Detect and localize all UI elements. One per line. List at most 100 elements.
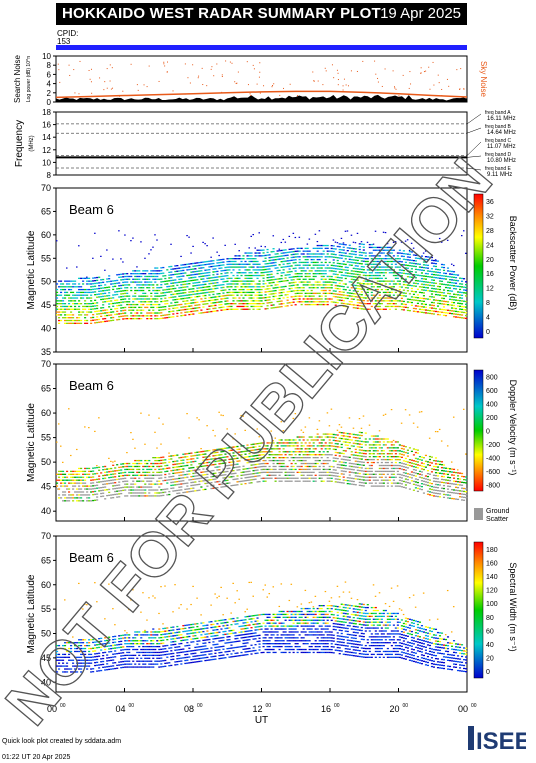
data-cell [242,288,245,291]
data-cell [314,303,317,306]
data-cell [116,310,119,313]
data-cell [182,459,185,461]
data-cell [154,301,157,303]
data-cell [280,462,283,465]
data-cell [76,488,79,490]
data-cell [340,458,343,460]
data-cell [60,303,63,305]
data-cell [212,262,215,265]
noise-dot [398,95,400,97]
data-cell [188,488,191,490]
data-cell [156,273,159,275]
data-cell [156,239,158,241]
data-cell [76,491,79,493]
data-cell [156,457,159,459]
data-cell [288,276,291,279]
data-cell [86,497,89,499]
data-cell [388,260,391,263]
data-cell [178,267,181,269]
data-cell [320,301,323,303]
data-cell [258,466,261,468]
data-cell [266,474,269,476]
data-cell [258,288,261,291]
data-cell [312,445,315,447]
data-cell [328,267,331,269]
data-cell [110,300,113,302]
data-cell [94,484,97,487]
data-cell [362,252,365,254]
data-cell [290,445,293,447]
data-cell [410,276,413,278]
data-cell [338,424,341,426]
data-cell [128,468,131,471]
data-cell [168,277,171,279]
data-cell [220,303,223,306]
noise-dot [460,68,462,70]
data-cell [298,267,301,269]
data-cell [234,478,237,480]
data-cell [144,295,147,297]
noise-dot [446,78,448,80]
data-cell [236,451,239,454]
data-cell [124,318,127,320]
data-cell [400,286,403,288]
data-cell [234,243,236,245]
data-cell [394,272,397,274]
data-cell [320,457,323,459]
data-cell [110,308,113,311]
data-cell [460,311,464,313]
data-cell [302,278,305,280]
data-cell [334,445,337,448]
data-cell [272,279,275,281]
data-cell [106,480,109,482]
data-cell [346,447,349,449]
data-cell [102,281,105,284]
data-cell [242,308,245,310]
data-cell [340,299,343,302]
data-cell [136,270,139,272]
data-cell [116,478,119,481]
data-cell [246,305,249,308]
noise-dot [79,60,81,62]
data-cell [256,457,259,460]
data-cell [408,259,411,261]
data-cell [68,283,71,285]
data-cell [134,447,136,449]
data-cell [170,274,173,276]
data-cell [442,289,446,291]
data-cell [234,308,237,310]
data-cell [106,278,109,280]
noise-dot [258,76,260,78]
data-cell [388,286,391,288]
data-cell [148,275,151,278]
data-cell [112,482,115,484]
data-cell [360,260,363,262]
data-cell [378,249,381,251]
data-cell [220,462,223,465]
data-cell [254,286,257,288]
noise-dot [137,89,139,91]
data-cell [344,266,347,268]
data-cell [114,473,117,475]
data-cell [82,485,85,487]
data-cell [148,465,151,468]
data-cell [228,291,231,294]
data-cell [276,471,279,474]
data-cell [180,489,183,491]
data-cell [118,282,121,284]
data-cell [74,283,77,285]
data-cell [228,266,231,268]
data-cell [258,274,261,277]
data-cell [104,301,107,303]
data-cell [204,482,207,485]
data-cell [304,480,307,482]
data-cell [354,242,357,244]
data-cell [180,264,183,266]
data-cell [334,472,337,474]
data-cell [110,460,112,463]
data-cell [412,254,415,256]
data-cell [170,271,173,273]
noise-dot [317,80,319,82]
data-cell [234,255,237,257]
data-cell [182,483,185,485]
